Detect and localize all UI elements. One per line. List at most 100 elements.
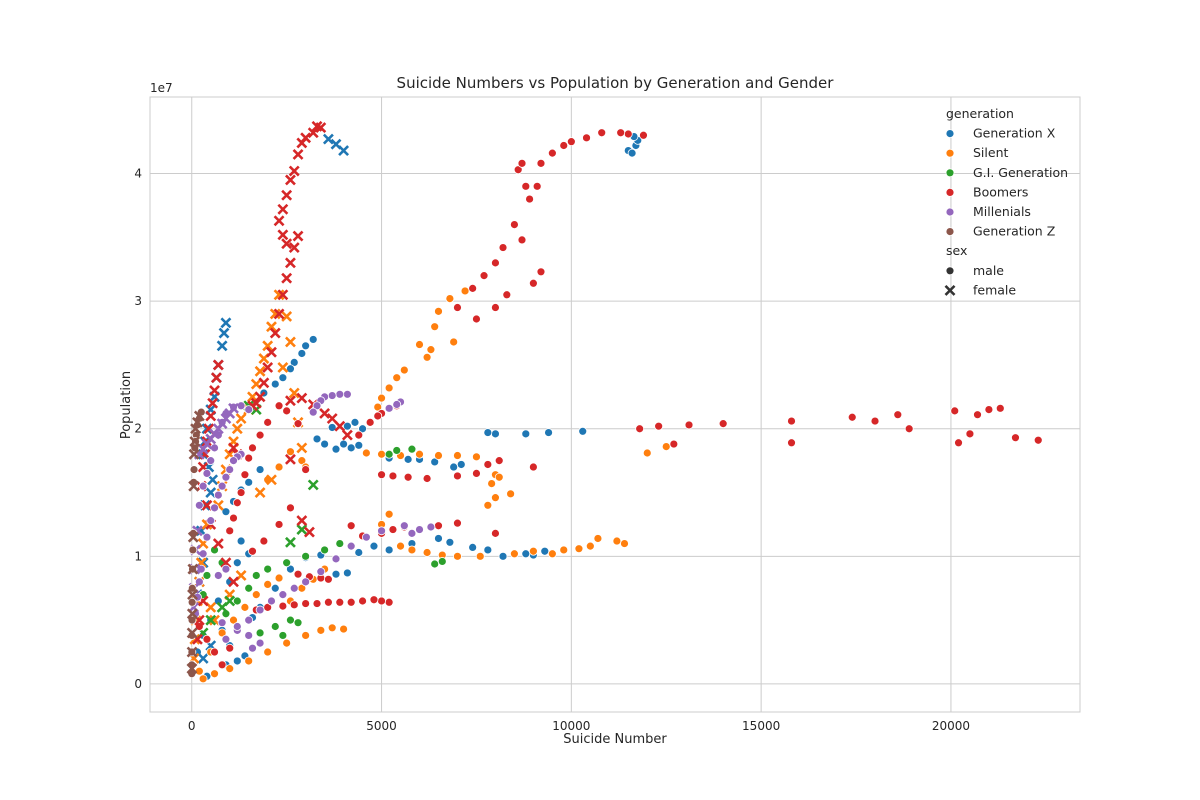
male-point	[521, 549, 531, 559]
x-axis-label: Suicide Number	[563, 732, 667, 747]
male-point	[403, 472, 413, 482]
male-point	[354, 548, 364, 557]
legend-title-generation: generation	[946, 106, 1014, 121]
x-tick-label: 0	[188, 719, 196, 733]
female-point	[189, 436, 201, 447]
male-point	[377, 449, 386, 459]
male-point	[491, 528, 500, 538]
male-point	[384, 449, 394, 459]
female-point	[186, 663, 198, 675]
male-point	[434, 534, 443, 543]
male-point	[240, 470, 250, 480]
female-point	[187, 563, 199, 575]
female-point	[212, 359, 224, 371]
x-tick-label: 5000	[366, 719, 397, 733]
male-point	[236, 488, 246, 497]
male-point	[430, 457, 440, 467]
male-point	[198, 674, 208, 684]
male-point	[475, 551, 485, 561]
male-point	[244, 405, 254, 415]
male-point	[312, 434, 322, 444]
x-tick-label: 15000	[742, 719, 780, 733]
male-point	[593, 534, 603, 543]
male-point	[324, 574, 333, 584]
female-point	[205, 487, 217, 498]
male-point	[297, 456, 307, 466]
male-point	[331, 569, 341, 579]
y-tick-labels: 0 1 2 3 4	[134, 167, 142, 691]
legend-entry: male	[973, 263, 1004, 278]
male-point	[415, 340, 424, 349]
female-point	[207, 474, 219, 486]
male-point	[240, 602, 250, 612]
female-point	[281, 272, 293, 284]
male-point	[335, 597, 345, 607]
male-point	[559, 141, 569, 150]
male-point	[392, 446, 402, 455]
male-point	[263, 417, 273, 427]
male-point	[210, 669, 219, 679]
male-point	[282, 638, 292, 648]
female-point	[285, 174, 296, 186]
male-point	[202, 634, 212, 644]
male-point	[187, 597, 197, 607]
male-point	[301, 551, 311, 561]
female-point	[334, 420, 346, 432]
male-point	[616, 128, 626, 138]
male-point	[468, 543, 478, 552]
male-point	[510, 549, 519, 559]
male-point	[453, 471, 462, 481]
male-point	[399, 521, 409, 531]
male-point	[384, 545, 394, 555]
male-point	[210, 503, 219, 513]
male-point	[536, 267, 546, 277]
male-point	[312, 401, 322, 411]
male-point	[904, 424, 914, 434]
male-point	[342, 389, 352, 399]
male-point	[973, 410, 982, 420]
female-point	[281, 238, 293, 250]
male-point	[384, 383, 394, 393]
male-point	[263, 647, 273, 657]
male-point	[202, 571, 212, 580]
female-point	[218, 327, 230, 339]
female-point	[285, 453, 296, 465]
male-point	[194, 500, 204, 510]
male-point	[217, 481, 227, 491]
male-point	[259, 536, 269, 546]
male-point	[194, 666, 204, 676]
male-point	[196, 564, 206, 574]
data-points	[186, 120, 1043, 684]
male-point	[187, 583, 197, 593]
male-point	[517, 158, 527, 168]
female-point	[254, 391, 266, 403]
male-point	[487, 479, 497, 489]
male-point	[229, 513, 238, 523]
male-point	[225, 465, 235, 474]
male-point	[293, 419, 303, 429]
female-point	[190, 423, 201, 435]
male-point	[950, 406, 960, 416]
male-point	[540, 546, 550, 556]
male-point	[335, 539, 345, 548]
legend: generation Generation X Silent G.I. Generat…	[944, 106, 1068, 297]
male-point	[654, 421, 664, 431]
female-point	[341, 429, 353, 441]
male-point	[635, 424, 645, 434]
male-point	[995, 403, 1005, 413]
male-point	[483, 428, 493, 437]
female-point	[285, 257, 296, 269]
legend-title-sex: sex	[946, 243, 967, 258]
male-point	[232, 656, 242, 666]
male-point	[585, 541, 595, 551]
legend-entry: Generation Z	[973, 224, 1055, 239]
female-point	[262, 340, 274, 352]
male-point	[308, 407, 318, 417]
female-point	[220, 317, 232, 329]
female-point	[258, 377, 270, 389]
male-point	[206, 516, 216, 526]
male-point	[506, 489, 516, 499]
male-point	[217, 618, 227, 628]
legend-marker	[945, 266, 955, 276]
male-point	[377, 470, 386, 480]
